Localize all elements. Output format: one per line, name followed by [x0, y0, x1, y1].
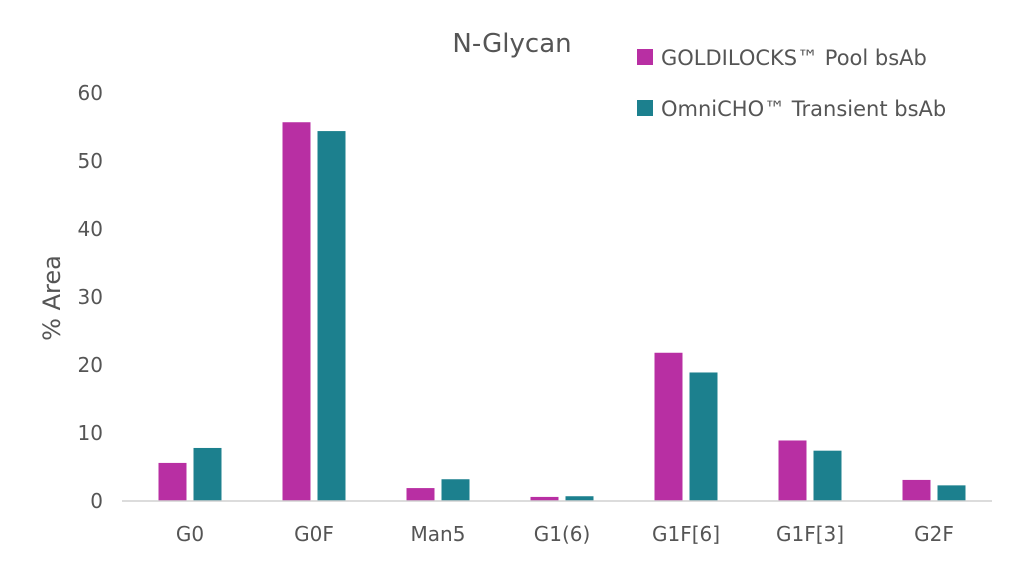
x-category-label: G0 [176, 522, 204, 546]
bar-series-2-3 [565, 496, 594, 501]
bar-series-2-0 [193, 447, 222, 501]
x-axis-categories: G0 G0F Man5 G1(6) G1F[6] G1F[3] G2F [176, 522, 954, 546]
bar-series-2-2 [441, 479, 470, 501]
legend-label-1: GOLDILOCKS™ Pool bsAb [661, 46, 927, 70]
y-tick-label: 20 [78, 353, 103, 377]
x-category-label: G1F[3] [776, 522, 844, 546]
bar-series-2-1 [317, 131, 346, 501]
y-axis-title: % Area [38, 255, 66, 341]
bar-series-1-5 [778, 440, 807, 501]
bar-series-1-4 [654, 352, 683, 501]
x-category-label: G0F [294, 522, 334, 546]
bar-series-2-5 [813, 450, 842, 501]
y-tick-label: 10 [78, 421, 103, 445]
bar-series-1-2 [406, 488, 435, 501]
y-tick-label: 50 [78, 149, 103, 173]
x-category-label: Man5 [411, 522, 466, 546]
bar-series-2-6 [937, 485, 966, 501]
y-axis-ticks: 0 10 20 30 40 50 60 [78, 81, 103, 513]
legend-swatch-2 [637, 100, 653, 116]
bar-series-1-1 [282, 122, 311, 502]
bars [158, 122, 966, 502]
x-category-label: G1F[6] [652, 522, 720, 546]
legend: GOLDILOCKS™ Pool bsAb OmniCHO™ Transient … [637, 46, 946, 121]
bar-series-2-4 [689, 372, 718, 501]
bar-series-1-6 [902, 479, 931, 501]
legend-label-2: OmniCHO™ Transient bsAb [661, 97, 946, 121]
chart-title: N-Glycan [452, 29, 571, 59]
y-tick-label: 30 [78, 285, 103, 309]
x-category-label: G1(6) [534, 522, 591, 546]
y-tick-label: 40 [78, 217, 103, 241]
y-tick-label: 60 [78, 81, 103, 105]
bar-series-1-0 [158, 462, 187, 501]
bar-series-1-3 [530, 496, 559, 501]
x-category-label: G2F [914, 522, 954, 546]
y-tick-label: 0 [90, 489, 103, 513]
legend-swatch-1 [637, 49, 653, 65]
